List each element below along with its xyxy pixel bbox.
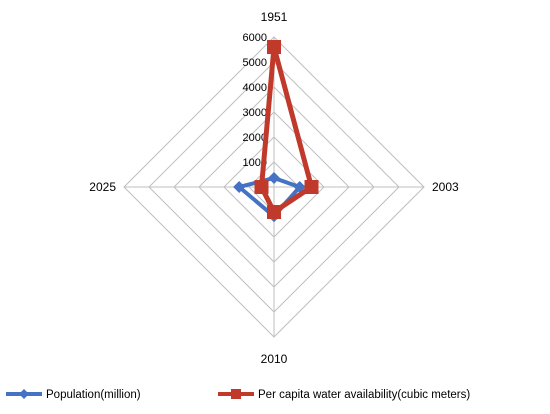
series-marker-diamond (233, 181, 246, 193)
category-label: 2010 (261, 352, 288, 366)
legend-marker-diamond (19, 389, 29, 399)
legend-label: Per capita water availability(cubic mete… (258, 389, 470, 401)
category-label: 2003 (432, 180, 459, 194)
legend-label: Population(million) (46, 389, 141, 401)
tick-label: 6000 (243, 32, 267, 44)
series-layer (233, 40, 319, 223)
series-marker-square (267, 40, 281, 54)
tick-label: 4000 (243, 82, 267, 94)
legend-marker-square (231, 389, 241, 399)
legend-item-1: Population(million) (6, 389, 141, 401)
series-marker-diamond (268, 171, 280, 184)
legend: Population(million) Per capita water avai… (6, 389, 470, 401)
tick-label: 3000 (243, 107, 267, 119)
series-marker-square (304, 180, 319, 194)
series-2 (254, 40, 319, 219)
category-labels: 1951 2003 2010 2025 (89, 10, 459, 366)
category-label: 1951 (261, 10, 288, 24)
series-marker-square (254, 180, 269, 194)
radar-axes (124, 37, 424, 337)
legend-item-2: Per capita water availability(cubic mete… (218, 389, 470, 401)
category-label: 2025 (89, 180, 116, 194)
tick-label: 5000 (243, 57, 267, 69)
tick-label: 2000 (243, 132, 267, 144)
series-marker-square (267, 205, 281, 219)
